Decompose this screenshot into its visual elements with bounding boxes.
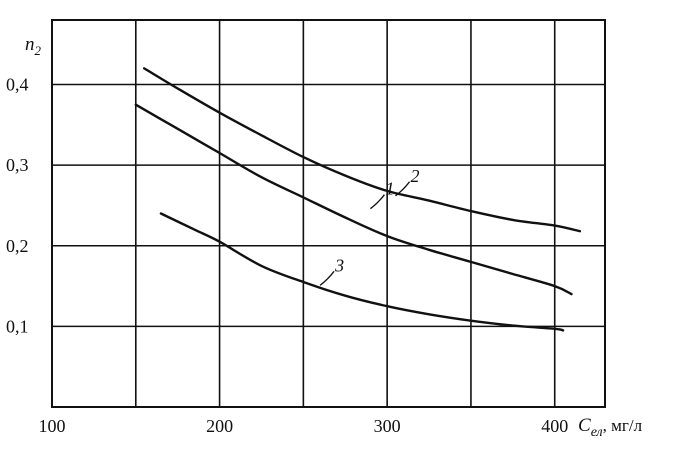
grid-layer [52,20,605,407]
x-tick-label-300: 300 [374,416,401,436]
curve-3-leader [319,270,335,286]
curve-2-label: 2 [411,166,420,186]
y-tick-label-0.3: 0,3 [6,155,29,175]
x-axis-unit: , мг/л [603,416,643,435]
plot-frame [51,19,606,408]
y-axis-symbol: n [25,34,35,55]
curve-layer: 12 3 [134,67,582,332]
x-tick-label-400: 400 [541,416,568,436]
curve-3-label: 3 [334,255,344,275]
y-tick-label-0.1: 0,1 [6,316,29,336]
y-axis-subscript: 2 [35,43,42,58]
x-axis-label: Cел, мг/л [578,415,643,440]
curve-1-label: 1 [385,179,394,199]
x-tick-label-100: 100 [39,416,66,436]
x-axis-subscript: ел [591,425,603,440]
tick-layer: 100 200 300 400 0,1 0,2 0,3 0,4 [6,75,568,437]
y-tick-label-0.2: 0,2 [6,236,29,256]
curve-1-leader [369,194,385,210]
y-axis-label: n2 [25,34,42,58]
y-tick-label-0.4: 0,4 [6,75,29,95]
x-axis-symbol: C [578,415,591,436]
x-tick-label-200: 200 [206,416,233,436]
curve-3 [159,212,565,332]
curve-1 [134,103,573,296]
curve-2 [143,67,582,233]
curve-2-leader [395,181,411,197]
